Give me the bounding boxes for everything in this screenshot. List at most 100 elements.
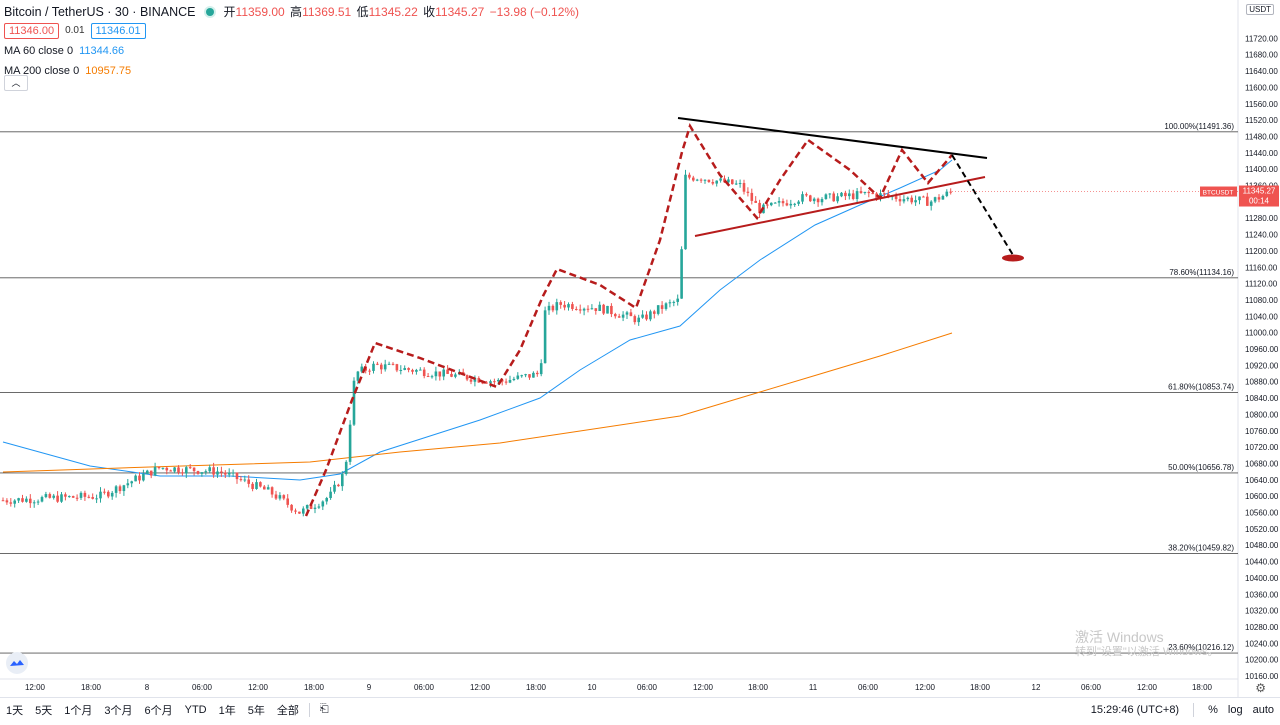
candle-body — [508, 380, 512, 383]
axis-settings-gear-icon[interactable]: ⚙ — [1255, 681, 1266, 695]
candle-body — [812, 198, 816, 202]
price-axis-tick: 11640.00 — [1245, 67, 1278, 76]
range-6m[interactable]: 6个月 — [144, 704, 173, 717]
candle-body — [770, 202, 773, 206]
candle-body — [676, 298, 679, 302]
candle-body — [360, 366, 364, 372]
candle-body — [399, 369, 403, 371]
price-axis-tick: 11480.00 — [1245, 132, 1278, 141]
range-ytd[interactable]: YTD — [184, 703, 207, 716]
candle-body — [532, 372, 535, 378]
candle-body — [867, 191, 871, 194]
candle-body — [555, 302, 559, 311]
range-1m[interactable]: 1个月 — [64, 704, 93, 717]
price-axis-tick: 10600.00 — [1245, 492, 1279, 501]
time-axis-label: 10 — [588, 683, 597, 692]
candle-body — [649, 311, 652, 320]
candle-body — [200, 472, 204, 474]
spread-value: 0.01 — [65, 25, 85, 36]
price-axis-tick: 10760.00 — [1245, 427, 1279, 436]
auto-toggle[interactable]: auto — [1252, 703, 1274, 716]
candle-body — [653, 311, 656, 314]
candle-body — [60, 494, 63, 502]
range-1d[interactable]: 1天 — [6, 704, 24, 717]
open-label: 开 — [223, 5, 236, 19]
candle-body — [750, 192, 754, 201]
toolbar-right: 15:29:46 (UTC+8) % log auto — [1091, 698, 1274, 721]
price-axis-tick: 10960.00 — [1245, 345, 1279, 354]
range-1y[interactable]: 1年 — [218, 704, 236, 717]
candle-body — [68, 496, 71, 498]
range-3m[interactable]: 3个月 — [104, 704, 133, 717]
candle-body — [828, 193, 832, 195]
time-axis-label: 18:00 — [526, 683, 547, 692]
candle-body — [512, 378, 516, 381]
candle-body — [497, 379, 500, 382]
goto-date-icon[interactable]: ⎗ — [319, 703, 329, 715]
market-status-icon — [205, 8, 214, 16]
candle-body — [793, 203, 796, 205]
candle-body — [99, 491, 102, 499]
candle-body — [481, 382, 484, 384]
currency-badge[interactable]: USDT — [1246, 4, 1274, 15]
price-axis-tick: 10640.00 — [1245, 476, 1279, 485]
countdown-label: 00:14 — [1249, 197, 1270, 206]
symbol-title[interactable]: Bitcoin / TetherUS · 30 · BINANCE — [4, 5, 196, 19]
candle-body — [251, 483, 254, 489]
clock[interactable]: 15:29:46 (UTC+8) — [1090, 703, 1180, 716]
symbol-tag-bg — [1200, 186, 1237, 197]
candle-body — [212, 467, 215, 475]
range-all[interactable]: 全部 — [276, 704, 299, 717]
candle-body — [633, 316, 637, 323]
candle-body — [785, 203, 789, 206]
candle-body — [173, 467, 176, 472]
price-axis-tick: 10880.00 — [1245, 378, 1279, 387]
fib-level-label: 78.60%(11134.16) — [1169, 268, 1234, 277]
candle-body — [910, 197, 913, 203]
candle-body — [5, 500, 9, 503]
candle-body — [477, 377, 481, 383]
collapse-legend-button[interactable]: ︿ — [4, 75, 28, 91]
candle-body — [169, 470, 172, 472]
candle-body — [524, 374, 527, 376]
candle-body — [227, 472, 231, 475]
range-5y[interactable]: 5年 — [247, 704, 265, 717]
candle-body — [672, 301, 676, 303]
candle-body — [602, 304, 605, 314]
ma200-label: MA 200 close 0 — [4, 65, 80, 77]
candle-body — [411, 369, 414, 372]
candle-body — [415, 369, 418, 372]
candle-body — [820, 199, 824, 203]
candle-body — [645, 314, 648, 320]
ma200-legend[interactable]: MA 200 close 0 10957.75 — [4, 63, 581, 79]
candle-body — [805, 194, 808, 196]
candle-body — [848, 193, 851, 197]
time-axis-label: 12 — [1032, 683, 1041, 692]
percent-toggle[interactable]: % — [1208, 703, 1218, 716]
tradingview-logo-icon[interactable] — [6, 652, 28, 674]
candle-body — [391, 363, 395, 365]
candle-body — [302, 508, 305, 514]
candle-body — [711, 182, 715, 184]
watermark-title: 激活 Windows — [1075, 629, 1164, 645]
ma60-label: MA 60 close 0 — [4, 45, 74, 57]
candle-body — [941, 195, 945, 200]
range-5d[interactable]: 5天 — [35, 704, 53, 717]
price-axis-tick: 10720.00 — [1245, 443, 1279, 452]
candle-body — [789, 203, 793, 206]
log-toggle[interactable]: log — [1227, 703, 1243, 716]
candle-body — [738, 183, 742, 185]
candle-body — [337, 484, 340, 487]
ma60-legend[interactable]: MA 60 close 0 11344.66 — [4, 43, 581, 59]
ma60-line — [2, 159, 953, 481]
ma200-line — [2, 332, 953, 473]
low-label: 低 — [356, 5, 369, 19]
candle-body — [454, 374, 457, 377]
candle-body — [434, 371, 438, 377]
buy-button[interactable]: 11346.01 — [90, 23, 146, 39]
candle-body — [590, 308, 594, 310]
candle-body — [348, 424, 352, 462]
sell-button[interactable]: 11346.00 — [4, 23, 60, 39]
